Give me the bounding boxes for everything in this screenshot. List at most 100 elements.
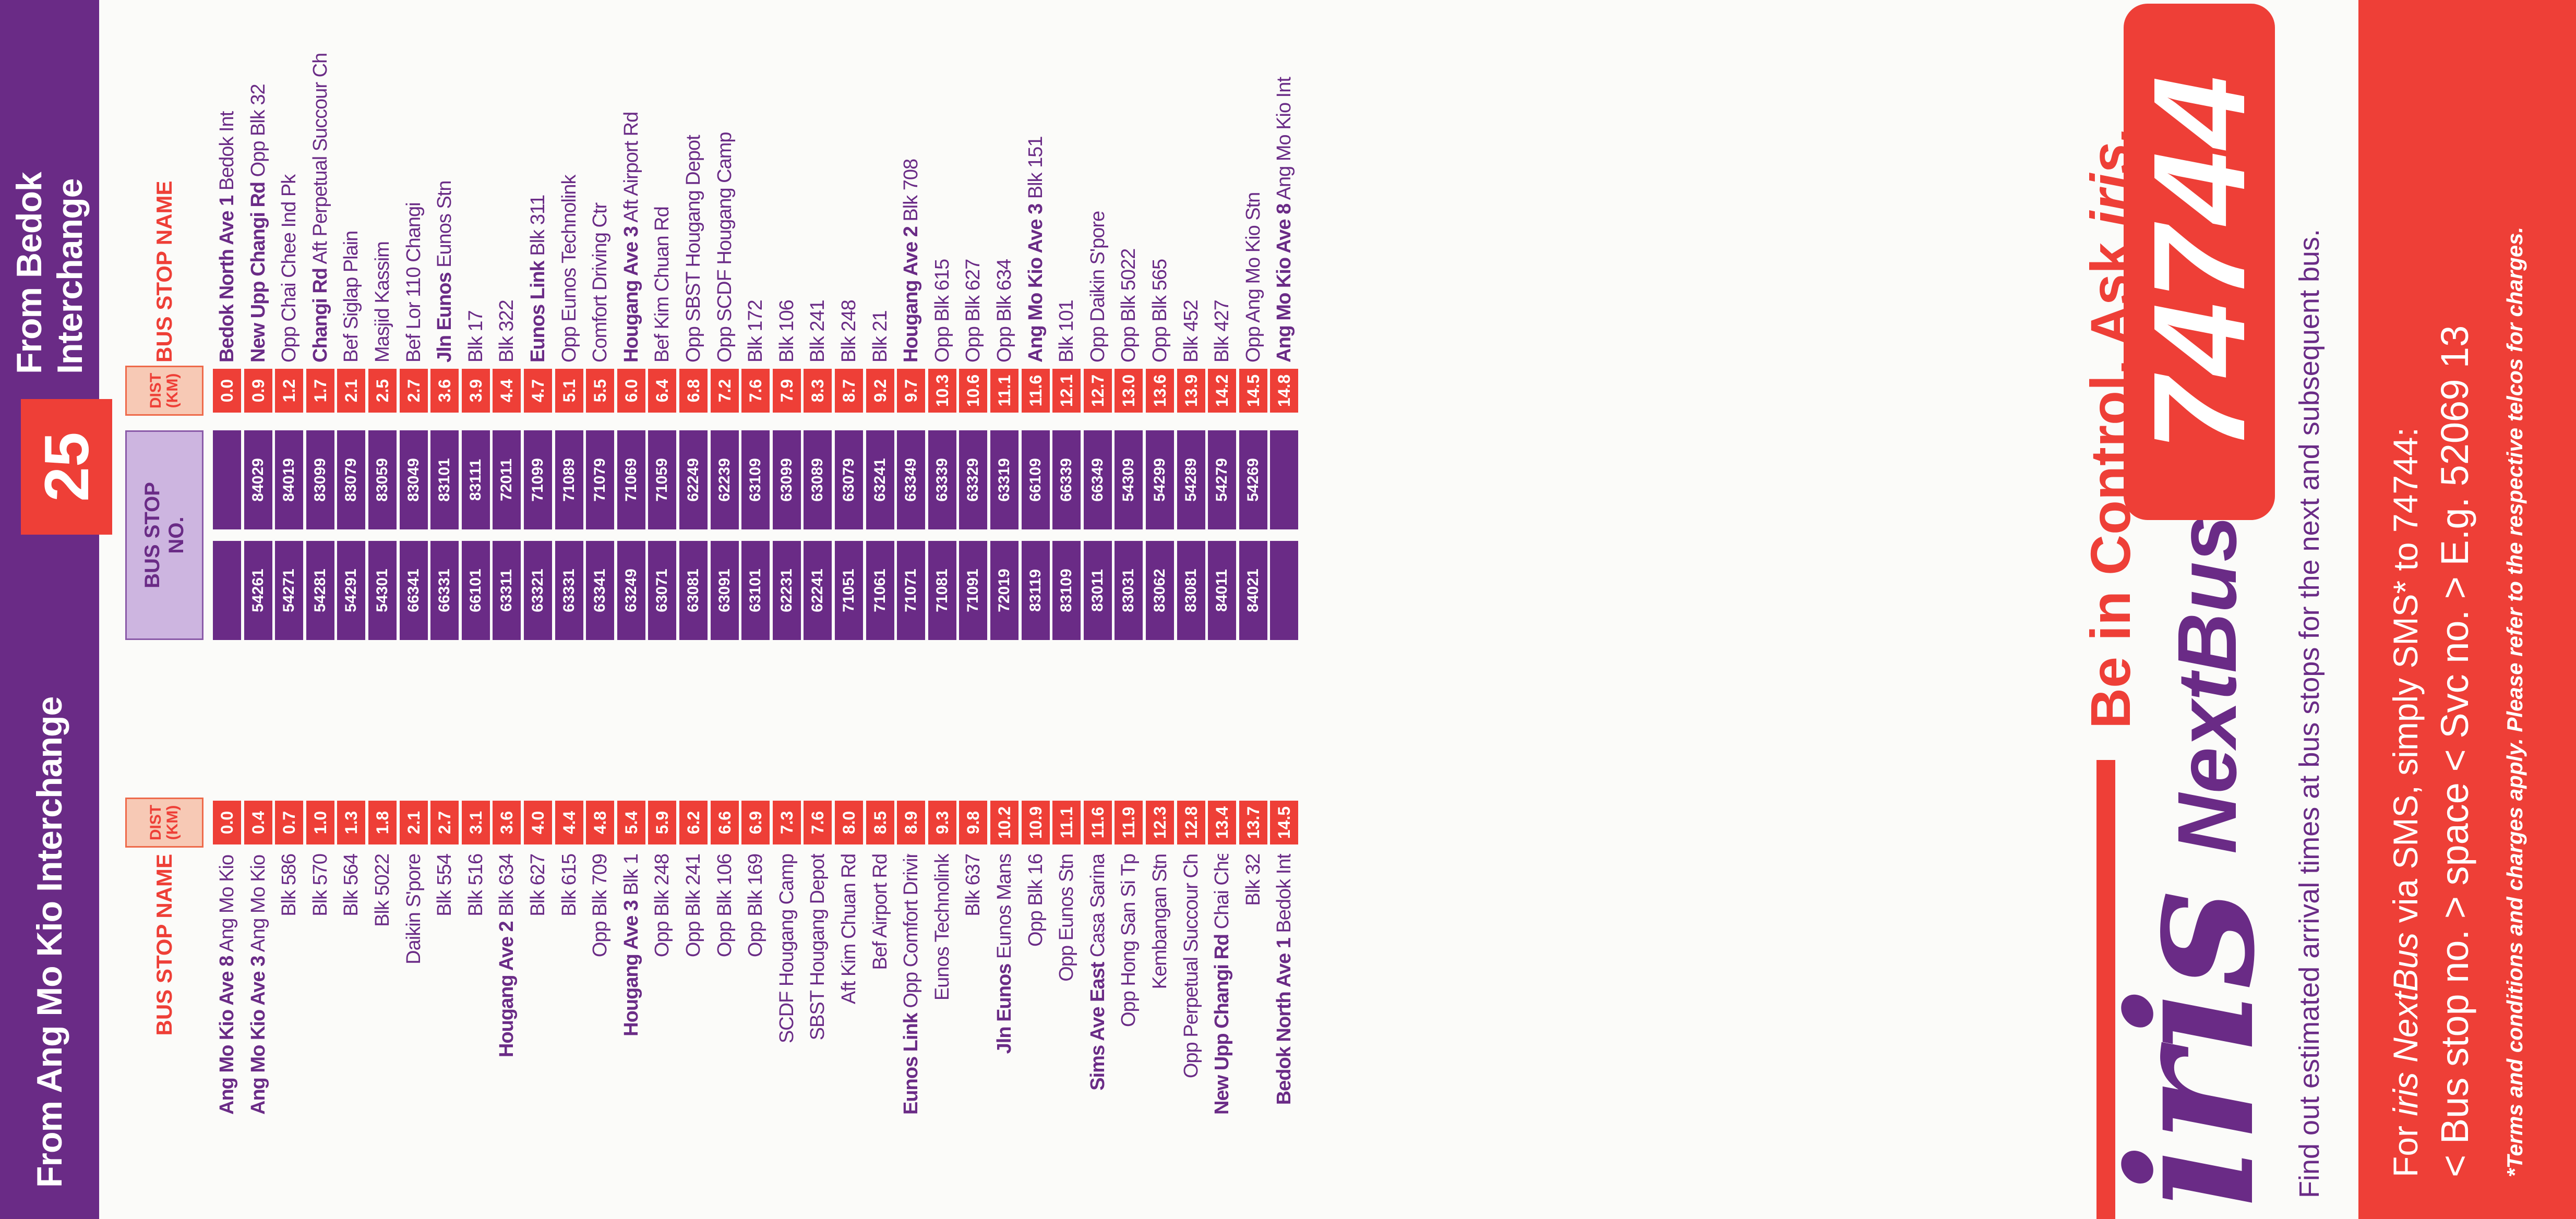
right-table-row: 63099 7.9 Blk 106 — [772, 0, 802, 1219]
right-bus-stop-number: 63319 — [990, 430, 1019, 529]
right-distance-km: 2.5 — [368, 369, 397, 413]
right-stop-name: Bef Kim Chuan Rd — [648, 8, 676, 363]
left-bus-stop-name-header: BUS STOP NAME — [152, 854, 176, 1036]
right-stop-name: Blk 452 — [1177, 8, 1205, 363]
right-bus-stop-number: 66339 — [1052, 430, 1081, 529]
right-distance-km: 14.8 — [1270, 369, 1299, 413]
right-table-row: 54309 13.0 Opp Blk 5022 — [1115, 0, 1144, 1219]
stop-name: Opp SCDF Hougang Camp — [713, 132, 736, 363]
right-stop-name: New Upp Changi Rd Opp Blk 32 — [244, 8, 272, 363]
right-stop-name: Opp Daikin S'pore — [1084, 8, 1112, 363]
right-table-row: 83079 2.1 Bef Siglap Plain — [337, 0, 366, 1219]
right-distance-km: 7.9 — [772, 369, 801, 413]
right-table-row: 83049 2.7 Bef Lor 110 Changi — [399, 0, 429, 1219]
stop-name: Opp Blk 565 — [1149, 259, 1171, 363]
right-bus-stop-name-header: BUS STOP NAME — [152, 180, 176, 363]
right-bus-stop-number — [1270, 430, 1299, 529]
right-distance-km: 9.2 — [866, 369, 894, 413]
right-stop-name: Opp Blk 615 — [928, 8, 956, 363]
right-distance-km: 7.2 — [710, 369, 739, 413]
right-table-row: 63339 10.3 Opp Blk 615 — [928, 0, 957, 1219]
right-distance-km: 12.1 — [1052, 369, 1081, 413]
right-bus-stop-number: 84019 — [275, 430, 304, 529]
right-distance-km: 4.4 — [493, 369, 521, 413]
right-bus-stop-number: 63099 — [772, 430, 801, 529]
right-table-row: 62239 7.2 Opp SCDF Hougang Camp — [710, 0, 740, 1219]
right-table-row: 71079 5.5 Comfort Driving Ctr — [586, 0, 615, 1219]
stop-name: Comfort Driving Ctr — [589, 202, 612, 363]
right-stop-name: Jln Eunos Eunos Stn — [430, 8, 459, 363]
right-bus-stop-number: 83099 — [306, 430, 334, 529]
right-stop-name: Blk 106 — [773, 8, 801, 363]
right-bus-stop-number: 71099 — [524, 430, 552, 529]
right-table-row: 72011 4.4 Blk 322 — [493, 0, 522, 1219]
right-distance-km: 10.3 — [928, 369, 956, 413]
km-label: (KM) — [164, 805, 181, 840]
right-stop-name: Blk 322 — [493, 8, 521, 363]
stop-name: Opp Blk 634 — [993, 259, 1015, 363]
right-table-row: 83111 3.9 Blk 17 — [461, 0, 491, 1219]
stop-name: Blk 311 — [527, 195, 549, 256]
right-table-row: 71069 6.0 Hougang Ave 3 Aft Airport Rd — [617, 0, 646, 1219]
right-bus-stop-number: 71059 — [648, 430, 677, 529]
stop-name: Eunos Stn — [434, 180, 456, 268]
right-stop-name: Opp SBST Hougang Depot — [679, 8, 708, 363]
km-label: (KM) — [164, 373, 181, 408]
right-distance-km: 9.7 — [897, 369, 926, 413]
right-bus-stop-number: 63329 — [959, 430, 988, 529]
right-bus-stop-number: 83049 — [399, 430, 428, 529]
right-bus-stop-number: 72011 — [493, 430, 521, 529]
stop-name: Opp Eunos Technolink — [558, 175, 580, 363]
right-table-row: 83101 3.6 Jln Eunos Eunos Stn — [430, 0, 460, 1219]
right-bus-stop-number: 63109 — [741, 430, 770, 529]
stop-name: Blk 172 — [745, 300, 767, 363]
stop-name: Bef Kim Chuan Rd — [651, 207, 674, 363]
right-distance-km: 2.7 — [399, 369, 428, 413]
right-table-row: 63109 7.6 Blk 172 — [741, 0, 771, 1219]
right-table-row: 63319 11.1 Opp Blk 634 — [990, 0, 1020, 1219]
right-bus-stop-number: 63241 — [866, 430, 894, 529]
road-name: Hougang Ave 2 — [900, 226, 922, 363]
right-table-row: 71099 4.7 Eunos Link Blk 311 — [524, 0, 553, 1219]
right-bus-stop-number: 71069 — [617, 430, 645, 529]
right-stop-name: Opp Chai Chee Ind Pk — [275, 8, 303, 363]
right-stop-name: Eunos Link Blk 311 — [524, 8, 552, 363]
road-name: Changi Rd — [309, 268, 331, 363]
right-stop-name: Changi Rd Aft Perpetual Succour Ch — [306, 8, 334, 363]
road-name: Bedok North Ave 1 — [216, 195, 238, 363]
stop-name: Blk 241 — [807, 300, 829, 363]
stop-name: Opp Blk 32 — [247, 84, 269, 177]
right-stop-name: Opp Blk 5022 — [1115, 8, 1143, 363]
right-distance-km: 14.2 — [1208, 369, 1237, 413]
stop-name: Blk 151 — [1024, 136, 1047, 199]
right-distance-km: 12.7 — [1083, 369, 1112, 413]
right-distance-km: 7.6 — [741, 369, 770, 413]
right-distance-km: 10.6 — [959, 369, 988, 413]
right-stop-name: Opp Blk 627 — [959, 8, 987, 363]
right-distance-km: 4.7 — [524, 369, 552, 413]
right-table-row: 63079 8.7 Blk 248 — [835, 0, 864, 1219]
right-table-row: 54269 14.5 Opp Ang Mo Kio Stn — [1239, 0, 1268, 1219]
right-distance-km: 6.0 — [617, 369, 645, 413]
right-table-row: 62249 6.8 Opp SBST Hougang Depot — [679, 0, 709, 1219]
right-distance-km: 13.0 — [1115, 369, 1143, 413]
right-stop-name: Bef Lor 110 Changi — [400, 8, 428, 363]
right-distance-km: 0.9 — [244, 369, 272, 413]
right-distance-km: 3.9 — [461, 369, 490, 413]
right-stop-name: Bef Siglap Plain — [337, 8, 365, 363]
right-stop-name: Blk 101 — [1052, 8, 1081, 363]
right-stop-name: Blk 248 — [835, 8, 863, 363]
stop-name: Aft Airport Rd — [620, 112, 642, 223]
road-name: Eunos Link — [527, 261, 549, 363]
nextbus-logo-text: NextBus — [2160, 515, 2254, 854]
right-bus-stop-number: 54289 — [1177, 430, 1205, 529]
road-name: Ang Mo Kio Ave 3 — [1024, 203, 1047, 363]
stop-name: Blk 106 — [775, 300, 798, 363]
right-table-row: 63089 8.3 Blk 241 — [804, 0, 833, 1219]
stop-name: Blk 427 — [1211, 300, 1233, 363]
right-distance-km: 14.5 — [1239, 369, 1267, 413]
stop-name: Bef Siglap Plain — [340, 231, 363, 363]
right-bus-stop-number: 83079 — [337, 430, 366, 529]
right-bus-stop-number: 66349 — [1083, 430, 1112, 529]
right-bus-stop-number: 66109 — [1021, 430, 1050, 529]
